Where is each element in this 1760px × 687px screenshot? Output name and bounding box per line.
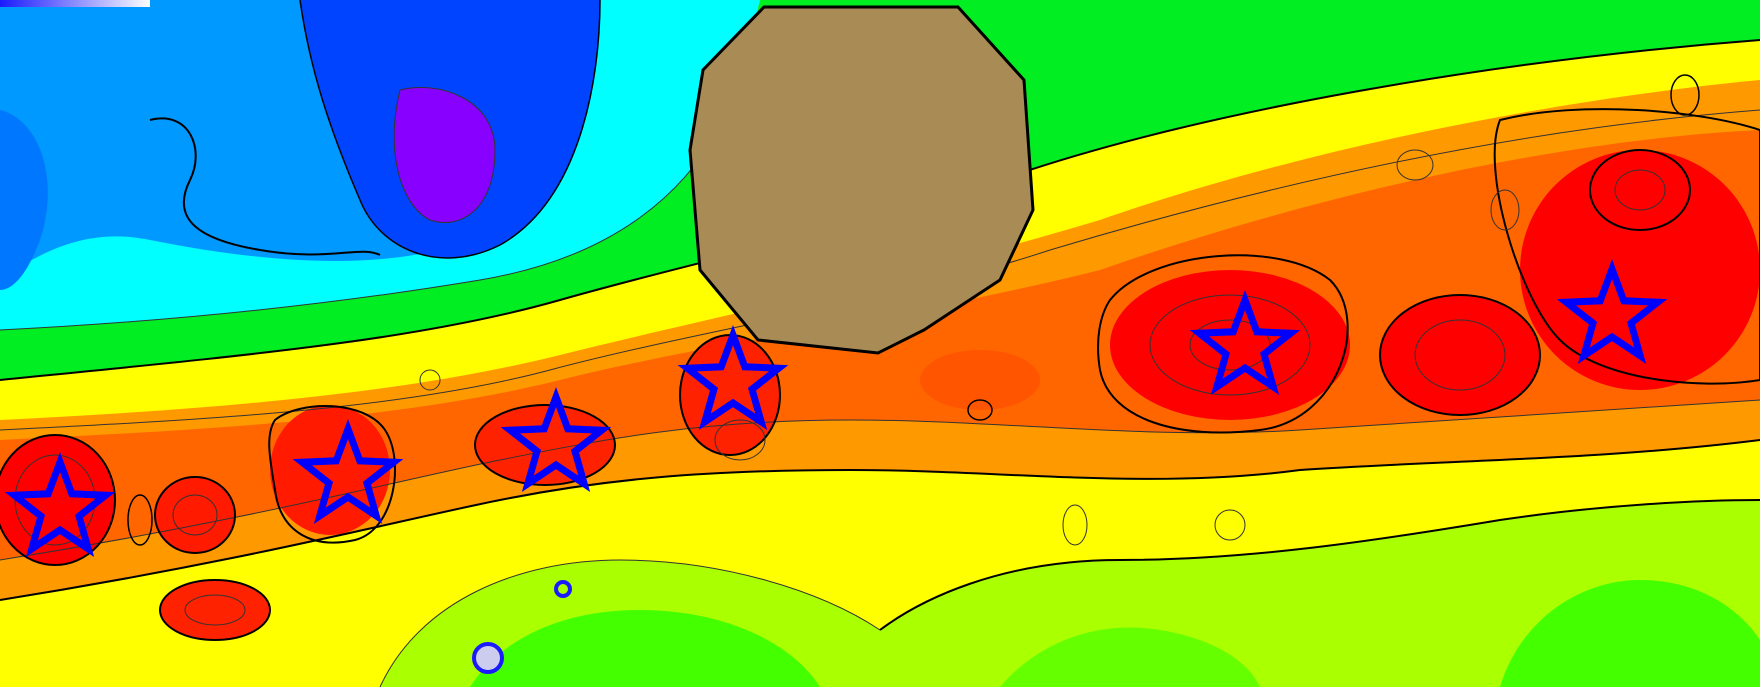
star-marker-3 [500,386,612,492]
zone-lower-green-mid [1000,627,1260,687]
star-markers [4,258,1668,557]
circle-marker-small [554,580,572,598]
zone-lower-green [470,610,820,687]
zone-violet [394,87,495,223]
zone-lower-green-right [1500,580,1760,687]
star-marker-6 [1556,258,1668,364]
star-marker-2 [292,418,404,524]
zone-cyan-left [0,110,48,290]
corner-strip [0,0,150,7]
circle-marker-large [472,642,504,674]
star-marker-5 [1189,289,1301,395]
star-marker-4 [677,324,789,430]
star-marker-1 [4,451,116,557]
obstacle-polygon [688,5,1035,355]
